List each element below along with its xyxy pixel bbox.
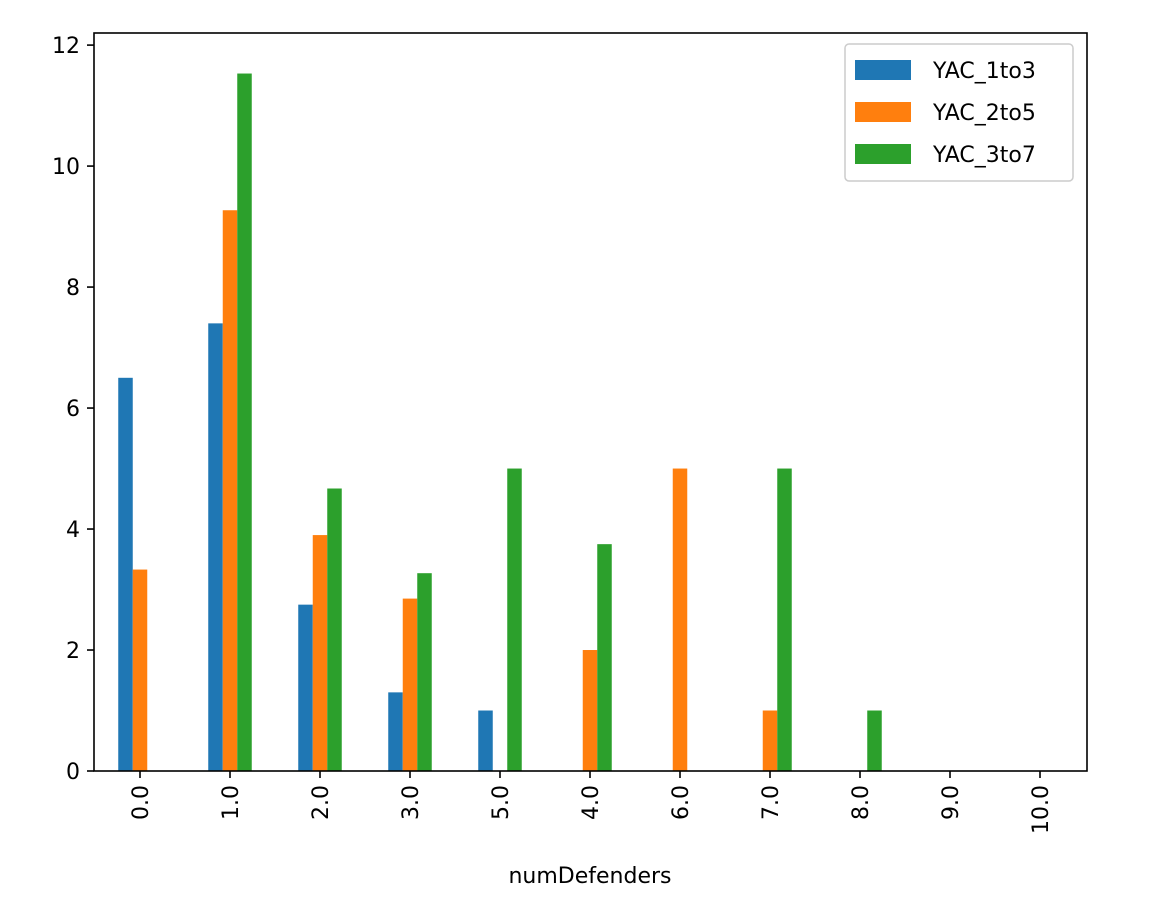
x-tick-label: 9.0 (939, 785, 964, 820)
y-tick-label: 4 (66, 518, 80, 543)
x-tick-label: 6.0 (669, 785, 694, 820)
x-tick-label: 7.0 (759, 785, 784, 820)
legend-swatch-YAC_2to5 (855, 102, 911, 122)
y-tick-label: 0 (66, 760, 80, 785)
bar-YAC_1to3-5.0 (478, 710, 493, 771)
bar-YAC_2to5-6.0 (672, 468, 688, 771)
x-tick-label: 4.0 (579, 785, 604, 820)
bar-YAC_2to5-3.0 (402, 598, 418, 771)
x-tick-label: 0.0 (129, 785, 154, 820)
bar-YAC_3to7-7.0 (777, 468, 792, 771)
bar-YAC_3to7-3.0 (417, 573, 432, 771)
legend-label-YAC_1to3: YAC_1to3 (932, 59, 1036, 84)
legend-label-YAC_3to7: YAC_3to7 (932, 143, 1036, 168)
bar-YAC_3to7-5.0 (507, 468, 522, 771)
bar-YAC_3to7-1.0 (237, 73, 252, 771)
y-tick-label: 12 (52, 34, 80, 59)
bar-YAC_1to3-1.0 (208, 323, 223, 771)
y-tick-label: 2 (66, 639, 80, 664)
x-tick-label: 3.0 (399, 785, 424, 820)
legend-label-YAC_2to5: YAC_2to5 (932, 101, 1036, 126)
legend-swatch-YAC_1to3 (855, 60, 911, 80)
x-tick-label: 2.0 (309, 785, 334, 820)
bars-layer (118, 73, 882, 772)
bar-YAC_3to7-4.0 (597, 544, 612, 771)
bar-YAC_2to5-7.0 (762, 710, 778, 771)
y-tick-label: 10 (52, 155, 80, 180)
bar-YAC_1to3-0.0 (118, 377, 133, 771)
legend: YAC_1to3 YAC_2to5 YAC_3to7 (844, 43, 1074, 182)
bar-YAC_1to3-3.0 (388, 692, 403, 771)
x-axis-title: numDefenders (508, 864, 671, 889)
bar-YAC_2to5-4.0 (582, 650, 598, 771)
axes-layer: 0 2 4 6 8 10 12 0.0 1.0 2.0 3.0 5.0 4.0 6.0 7.0 8.0 9.0 1… (52, 32, 1088, 834)
bar-YAC_2to5-0.0 (132, 569, 148, 771)
x-tick-label: 1.0 (219, 785, 244, 820)
bar-YAC_1to3-2.0 (298, 604, 313, 771)
bar-YAC_3to7-2.0 (327, 488, 342, 771)
bar-YAC_3to7-8.0 (867, 710, 882, 771)
x-tick-label: 5.0 (489, 785, 514, 820)
legend-swatch-YAC_3to7 (855, 144, 911, 164)
y-tick-label: 6 (66, 397, 80, 422)
y-tick-label: 8 (66, 276, 80, 301)
bar-YAC_2to5-1.0 (222, 210, 238, 772)
x-tick-label: 10.0 (1029, 785, 1054, 834)
x-tick-label: 8.0 (849, 785, 874, 820)
bar-YAC_2to5-2.0 (312, 535, 328, 771)
